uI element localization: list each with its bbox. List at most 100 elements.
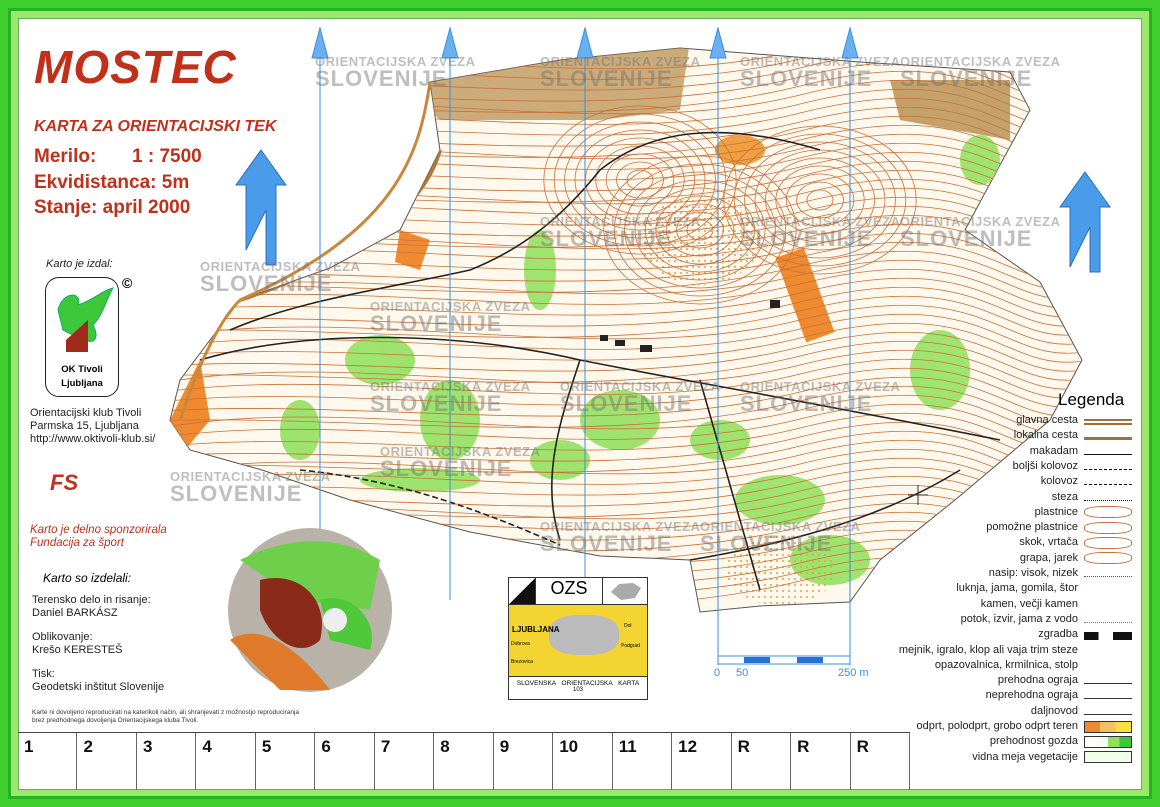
- control-cell[interactable]: R: [791, 733, 851, 790]
- contour-line: [170, 340, 1082, 383]
- credit-name: Geodetski inštitut Slovenije: [32, 681, 165, 693]
- control-cell[interactable]: 6: [315, 733, 375, 790]
- legend-symbol-brown: [1084, 437, 1132, 441]
- sponsor-logo: FS: [50, 470, 79, 495]
- locator-place: Podgrad: [621, 643, 640, 649]
- legend-item: prehodna ograja: [998, 673, 1132, 688]
- legend-item: daljnovod: [1031, 704, 1132, 719]
- slovenia-outline-icon: [603, 578, 647, 604]
- legend-label: neprehodna ograja: [985, 689, 1078, 702]
- contour-line: [170, 394, 1082, 435]
- crosshair-mark: [908, 485, 928, 505]
- contour-line: [170, 322, 1082, 363]
- control-cell[interactable]: 8: [434, 733, 494, 790]
- legend-symbol-water: [1084, 621, 1132, 623]
- legend-symbol-contour: [1084, 536, 1132, 549]
- legend-label: kamen, večji kamen: [980, 597, 1078, 610]
- date-value: april 2000: [102, 197, 191, 218]
- hill-contour: [775, 165, 865, 235]
- scale-value: 1 : 7500: [132, 146, 202, 167]
- control-cell[interactable]: 4: [196, 733, 256, 790]
- copyright-mark: ©: [122, 275, 133, 291]
- legend-label: kolovoz: [1040, 475, 1078, 488]
- contour-line: [170, 313, 1082, 354]
- legend-symbol-longdash: [1084, 468, 1132, 470]
- legend-symbol-contour: [1084, 521, 1132, 534]
- credit-name: Krešo KERESTEŠ: [32, 644, 123, 656]
- scale-label-250: 250 m: [838, 667, 869, 679]
- contour-line: [170, 259, 1082, 300]
- north-arrow-left: [235, 149, 287, 266]
- hill-contour: [624, 171, 776, 289]
- legend-item: kolovoz: [1041, 474, 1132, 489]
- legend-label: skok, vrtača: [1019, 536, 1078, 549]
- notice-text: brez predhodnega dovoljenja Orientacijsk…: [32, 717, 199, 724]
- legend-symbol-veg: [1084, 751, 1132, 764]
- contour-label: Ekvidistanca:: [34, 172, 157, 193]
- credits-heading: Karto so izdelali:: [43, 571, 132, 585]
- logo-text-2: Ljubljana: [61, 378, 103, 389]
- control-cell[interactable]: 11: [613, 733, 673, 790]
- ozs-number: 103: [572, 687, 583, 693]
- control-cell[interactable]: 9: [494, 733, 554, 790]
- control-cell[interactable]: 1: [18, 733, 78, 790]
- legend-item: plastnice: [1035, 505, 1132, 520]
- legend-label: prehodnost gozda: [989, 735, 1078, 748]
- legend-label: odprt, polodprt, grobo odprt teren: [916, 720, 1078, 732]
- control-cell[interactable]: 5: [256, 733, 316, 790]
- legend-item: neprehodna ograja: [986, 688, 1132, 703]
- legend-item: makadam: [1030, 444, 1132, 459]
- legend-symbol-forest: [1084, 735, 1132, 748]
- hill-contour: [765, 157, 876, 243]
- credit-role: Tisk:: [32, 668, 55, 680]
- contour-line: [170, 403, 1082, 444]
- control-cell[interactable]: 12: [672, 733, 732, 790]
- hill-contour: [655, 195, 745, 265]
- legend-symbol-fence: [1084, 683, 1132, 685]
- legend-item: glavna cesta: [1016, 413, 1132, 428]
- hill-contour: [613, 163, 787, 297]
- control-cell[interactable]: R: [732, 733, 792, 790]
- sponsor-text: Karto je delno sponzorirala: [30, 524, 167, 536]
- hill-contour: [744, 141, 896, 259]
- scale-label-50: 50: [736, 667, 749, 679]
- website-link[interactable]: http://www.oktivoli-klub.si/: [30, 433, 156, 445]
- contour-line: [170, 358, 1082, 399]
- legend-symbol-dot: [1084, 499, 1132, 501]
- contour-spec: Ekvidistanca: 5m: [34, 172, 189, 194]
- legend-item: odprt, polodprt, grobo odprt teren: [917, 719, 1132, 734]
- hill-contour: [543, 105, 737, 255]
- legend-label: pomožne plastnice: [986, 521, 1078, 534]
- control-cell[interactable]: 10: [553, 733, 613, 790]
- hill-contour: [796, 181, 844, 219]
- copyright-notice: Karte ni dovoljeno reproducirati na kate…: [32, 709, 299, 725]
- legend-label: prehodna ograja: [997, 674, 1078, 687]
- legend-item: prehodnost gozda: [990, 734, 1132, 749]
- contour-line: [170, 241, 1082, 282]
- legend-symbol-dash: [1084, 484, 1132, 486]
- legend-label: potok, izvir, jama z vodo: [960, 612, 1078, 625]
- control-cell[interactable]: 3: [137, 733, 197, 790]
- scale-label: Merilo:: [34, 146, 97, 167]
- sponsor-note: Karto je delno sponzorirala Fundacija za…: [30, 524, 167, 550]
- contour-line: [170, 349, 1082, 390]
- control-cell[interactable]: 2: [77, 733, 137, 790]
- north-arrow-right: [1059, 171, 1111, 273]
- legend-label: lokalna cesta: [1013, 429, 1078, 442]
- legend-item: mejnik, igralo, klop ali vaja trim steze: [899, 643, 1132, 658]
- ozs-caption: SLOVENSKA ORIENTACIJSKA KARTA: [516, 680, 640, 687]
- club-logo: OK Tivoli Ljubljana: [45, 277, 119, 397]
- legend-symbol-contour: [1084, 552, 1132, 565]
- legend-symbol-contour: [1084, 506, 1132, 519]
- legend-item: nasip: visok, nizek: [989, 566, 1132, 581]
- control-cell[interactable]: R: [851, 733, 911, 790]
- credit-role: Terensko delo in risanje:: [32, 594, 151, 606]
- contour-line: [170, 268, 1082, 309]
- ozs-title: OZS: [535, 578, 603, 604]
- control-cell[interactable]: 7: [375, 733, 435, 790]
- legend-item: skok, vrtača: [1019, 535, 1132, 550]
- legend-item: kamen, večji kamen: [981, 597, 1132, 612]
- legend-symbol-double-brown: [1084, 419, 1132, 425]
- hill-contour: [723, 125, 917, 275]
- legend-label: mejnik, igralo, klop ali vaja trim steze: [898, 643, 1078, 656]
